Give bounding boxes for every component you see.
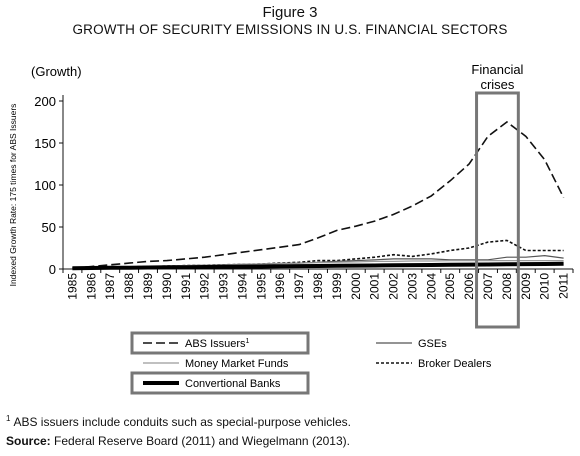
x-tick-label: 2008 [500, 273, 514, 300]
x-tick-label: 1994 [235, 273, 249, 300]
legend-label: Broker Dealers [418, 358, 492, 370]
x-tick-label: 2010 [538, 273, 552, 300]
x-tick-label: 2003 [405, 273, 419, 300]
legend-superscript: 1 [246, 338, 250, 345]
x-tick-label: 2009 [519, 273, 533, 300]
x-tick-label: 1998 [311, 273, 325, 300]
x-tick-label: 2007 [481, 273, 495, 300]
y-tick-label: 200 [34, 94, 56, 109]
source-text: Federal Reserve Board (2011) and Wiegelm… [54, 434, 350, 448]
y-tick-label: 0 [49, 262, 56, 277]
x-tick-label: 1992 [198, 273, 212, 300]
financial-crises-box [475, 91, 520, 329]
legend-box [130, 371, 310, 395]
x-tick-label: 1991 [179, 273, 193, 300]
legend-label: GSEs [418, 338, 447, 350]
x-tick-label: 1987 [103, 273, 117, 300]
y-axis-unit-label: (Growth) [31, 64, 82, 79]
x-tick-label: 1996 [273, 273, 287, 300]
series-line-abs-issuers [72, 120, 565, 269]
x-tick-label: 1986 [84, 273, 98, 300]
footnote-marker: 1 [6, 414, 11, 423]
series-line-conventional-banks [72, 261, 564, 271]
y-tick-label: 50 [42, 220, 56, 235]
source-note: Source: Federal Reserve Board (2011) and… [6, 434, 350, 448]
figure-label: Figure 3 [262, 4, 318, 21]
x-tick-label: 1985 [65, 273, 79, 300]
legend-box [130, 331, 310, 355]
x-tick-label: 1997 [292, 273, 306, 300]
x-tick-label: 2005 [443, 273, 457, 300]
x-tick-label: 1999 [330, 273, 344, 300]
chart-title: GROWTH OF SECURITY EMISSIONS IN U.S. FIN… [72, 22, 508, 37]
chart: (Growth) Indexed Growth Rate: 175 times f… [8, 62, 574, 395]
y-tick-label: 100 [34, 178, 56, 193]
footnote: 1 ABS issuers include conduits such as sp… [6, 414, 351, 429]
x-tick-label: 2006 [462, 273, 476, 300]
x-tick-label: 2000 [349, 273, 363, 300]
x-tick-label: 2001 [368, 273, 382, 300]
legend-label: ABS Issuers1 [185, 338, 250, 350]
x-tick-label: 1988 [122, 273, 136, 300]
x-tick-label: 1995 [254, 273, 268, 300]
annotation-label: crises [480, 77, 514, 92]
annotation-label: Financial [471, 62, 523, 77]
x-tick-label: 2011 [557, 273, 571, 299]
source-label: Source: [6, 434, 51, 448]
x-tick-label: 2002 [387, 273, 401, 300]
x-tick-label: 1990 [160, 273, 174, 300]
x-tick-label: 1989 [141, 273, 155, 300]
footnote-text: ABS issuers include conduits such as spe… [13, 415, 351, 429]
y-axis-label: Indexed Growth Rate: 175 times for ABS I… [8, 104, 18, 287]
y-tick-label: 150 [34, 136, 56, 151]
legend-label: Money Market Funds [185, 358, 289, 370]
x-tick-label: 2004 [424, 273, 438, 300]
x-tick-label: 1993 [217, 273, 231, 300]
legend-label: Convertional Banks [185, 378, 281, 390]
